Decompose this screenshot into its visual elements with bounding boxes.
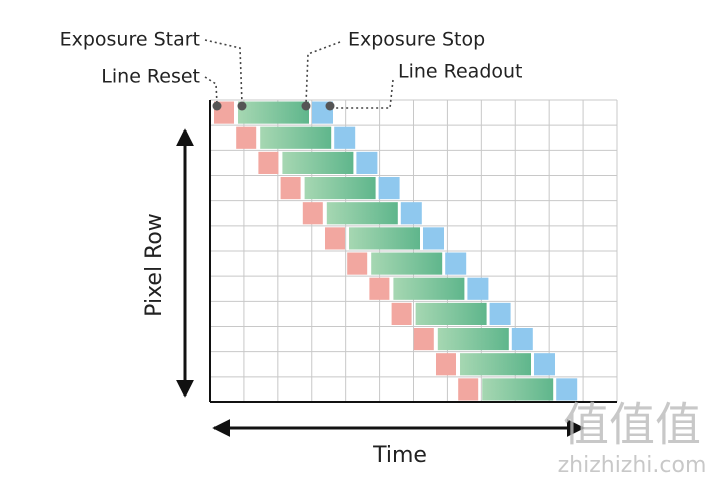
reset-block: [369, 277, 390, 300]
reset-block: [258, 151, 279, 174]
exposure-block: [437, 328, 509, 351]
reset-block: [436, 353, 456, 376]
readout-block: [511, 328, 533, 351]
readout-block: [423, 227, 444, 250]
readout-block: [556, 378, 578, 401]
reset-block: [458, 378, 479, 401]
exposure-block: [304, 177, 376, 200]
exposure-block: [482, 378, 554, 401]
readout-block: [489, 302, 511, 325]
exposure-block: [260, 126, 332, 149]
leader: [332, 79, 394, 109]
marker: [237, 101, 247, 111]
reset-block: [347, 252, 368, 275]
reset-block: [413, 328, 434, 351]
marker: [325, 101, 335, 111]
marker: [212, 101, 222, 111]
exposure-block: [415, 302, 487, 325]
reset-block: [236, 126, 257, 149]
readout-block: [445, 252, 467, 275]
y-axis-label: Pixel Row: [142, 213, 167, 317]
watermark-site: zhizhizhi.com: [558, 453, 707, 478]
exposure-block: [460, 353, 531, 376]
annotation: Exposure Start: [60, 29, 200, 51]
watermark-logo: 值值值: [563, 398, 701, 452]
readout-block: [400, 202, 422, 225]
marker: [301, 101, 311, 111]
readout-block: [534, 353, 555, 376]
reset-block: [391, 302, 412, 325]
annotation: Exposure Stop: [348, 29, 485, 51]
timing-rows: [214, 101, 578, 401]
leader: [204, 39, 243, 105]
annotation: Line Reset: [101, 66, 200, 88]
exposure-block: [393, 277, 465, 300]
exposure-block: [371, 252, 443, 275]
readout-block: [467, 277, 489, 300]
leader: [305, 41, 341, 105]
readout-block: [356, 151, 378, 174]
readout-block: [378, 177, 400, 200]
exposure-block: [349, 227, 420, 250]
reset-block: [280, 177, 301, 200]
reset-block: [325, 227, 345, 250]
grid: [210, 99, 618, 402]
reset-block: [302, 202, 323, 225]
leader: [204, 76, 218, 105]
exposure-block: [282, 151, 354, 174]
readout-block: [334, 126, 356, 149]
x-axis-label: Time: [372, 443, 427, 468]
exposure-block: [238, 101, 309, 124]
exposure-block: [326, 202, 398, 225]
annotation: Line Readout: [398, 61, 523, 83]
markers: [212, 101, 335, 111]
